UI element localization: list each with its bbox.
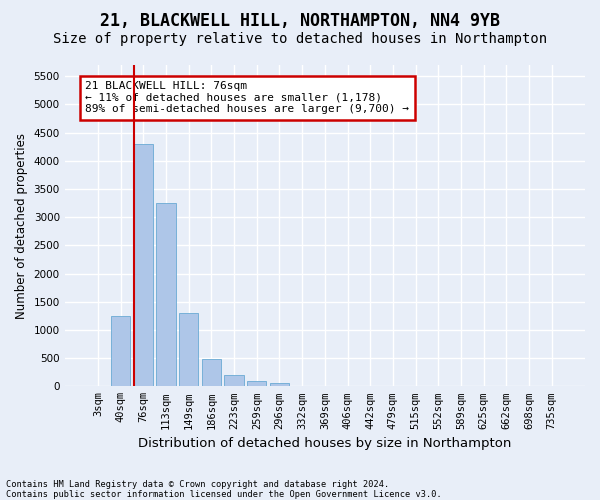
Bar [270,383,289,386]
Bar [179,313,199,386]
Y-axis label: Number of detached properties: Number of detached properties [15,132,28,318]
Text: Contains HM Land Registry data © Crown copyright and database right 2024.: Contains HM Land Registry data © Crown c… [6,480,389,489]
Text: Size of property relative to detached houses in Northampton: Size of property relative to detached ho… [53,32,547,46]
Text: Contains public sector information licensed under the Open Government Licence v3: Contains public sector information licen… [6,490,442,499]
Text: 21, BLACKWELL HILL, NORTHAMPTON, NN4 9YB: 21, BLACKWELL HILL, NORTHAMPTON, NN4 9YB [100,12,500,30]
Bar [134,144,153,386]
Bar [247,381,266,386]
Bar [111,316,130,386]
Bar [202,359,221,386]
Bar [157,203,176,386]
Text: 21 BLACKWELL HILL: 76sqm
← 11% of detached houses are smaller (1,178)
89% of sem: 21 BLACKWELL HILL: 76sqm ← 11% of detach… [85,81,409,114]
X-axis label: Distribution of detached houses by size in Northampton: Distribution of detached houses by size … [138,437,512,450]
Bar [224,375,244,386]
